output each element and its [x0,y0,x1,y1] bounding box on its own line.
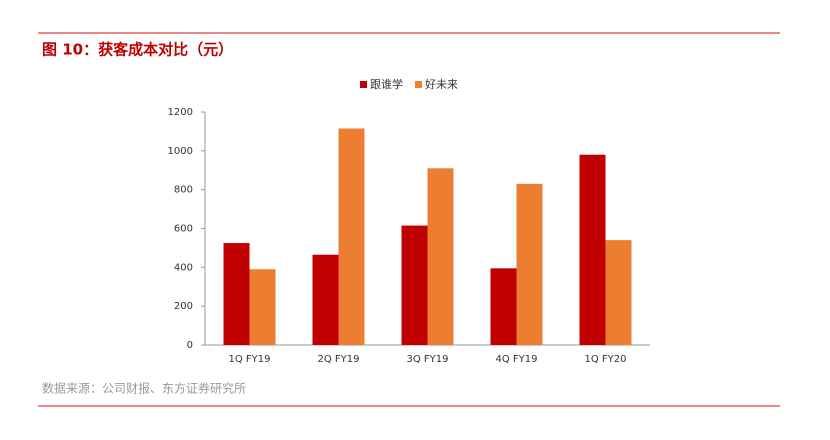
x-tick-label: 1Q FY19 [229,354,271,365]
source-note: 数据来源：公司财报、东方证券研究所 [42,381,246,396]
bar [516,183,543,345]
bar [579,154,606,345]
bar [605,240,632,345]
legend-swatch [415,81,422,88]
y-tick-label: 0 [187,340,193,351]
x-tick-label: 3Q FY19 [407,354,449,365]
bar [427,168,454,345]
x-tick-label: 2Q FY19 [318,354,360,365]
bar [312,254,339,345]
y-tick-label: 400 [174,262,193,273]
bar [490,268,517,345]
bar [249,269,276,345]
x-tick-label: 1Q FY20 [585,354,627,365]
y-tick-label: 800 [174,185,193,196]
legend-swatch [360,81,367,88]
legend-label: 跟谁学 [370,77,403,91]
x-tick-label: 4Q FY19 [496,354,538,365]
bar [223,243,250,345]
y-tick-label: 1000 [168,146,193,157]
y-tick-label: 600 [174,224,193,235]
bar [338,128,365,345]
y-tick-label: 1200 [168,107,193,118]
legend-label: 好未来 [425,77,458,91]
chart-title: 图 10：获客成本对比（元） [42,41,233,59]
bar [401,225,428,345]
y-tick-label: 200 [174,301,193,312]
